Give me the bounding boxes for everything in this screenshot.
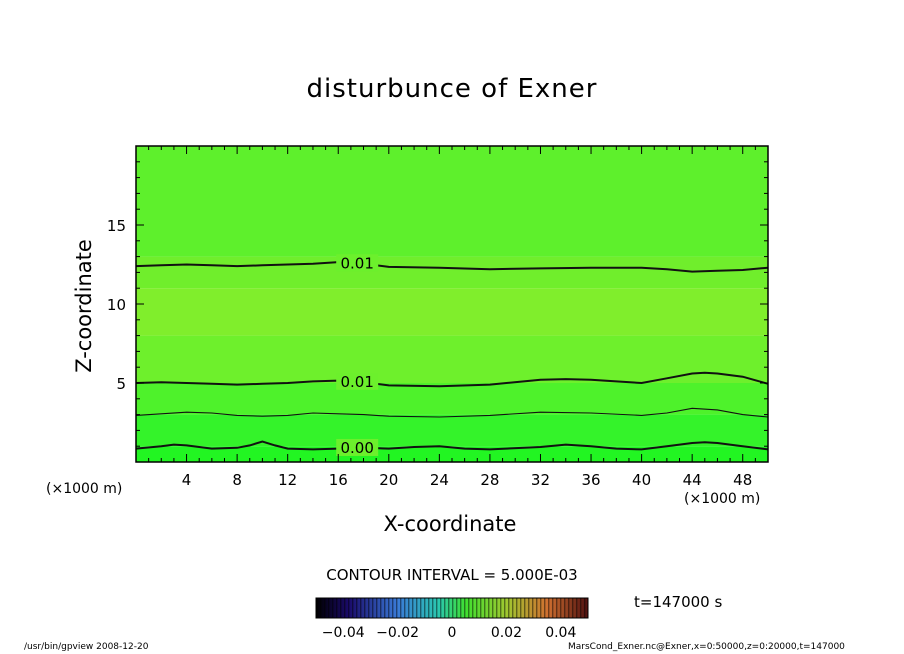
contour-line — [135, 261, 769, 273]
field-band — [136, 383, 768, 415]
colorbar-tick-label: −0.04 — [322, 625, 365, 641]
footer-source: MarsCond_Exner.nc@Exner,x=0:50000,z=0:20… — [568, 642, 845, 652]
contour-label: 0.01 — [340, 254, 373, 272]
x-tick-label: 12 — [278, 471, 297, 489]
field-band — [136, 256, 768, 289]
colorbar-frame — [315, 597, 589, 619]
contour-label: 0.00 — [340, 439, 373, 457]
contour-label: 0.01 — [340, 373, 373, 391]
field-band — [136, 288, 768, 336]
x-tick-label: 40 — [632, 471, 651, 489]
colorbar: −0.04 −0.02 0 0.02 0.04 — [315, 597, 589, 641]
contour-lines: 0.01 0.01 0.00 — [135, 254, 769, 457]
y-axis-label: Z-coordinate — [72, 239, 96, 373]
contour-line — [135, 440, 769, 451]
field-band — [136, 146, 768, 257]
contour-label-background — [336, 254, 379, 272]
colorbar-tick-label: 0.02 — [491, 625, 522, 641]
chart-title: disturbunce of Exner — [306, 74, 598, 104]
y-tick-label: 15 — [107, 217, 126, 235]
colorbar-tick-label: 0 — [448, 625, 457, 641]
x-tick-label: 20 — [379, 471, 398, 489]
field-band — [136, 446, 768, 462]
y-tick-label: 5 — [116, 375, 126, 393]
contour-interval-text: CONTOUR INTERVAL = 5.000E-03 — [326, 566, 578, 584]
contour-label-background — [336, 438, 379, 456]
contour-line — [135, 407, 769, 418]
field-band — [136, 335, 768, 383]
field-band — [136, 414, 768, 447]
colorbar-tick-label: −0.02 — [376, 625, 419, 641]
x-tick-label: 36 — [581, 471, 600, 489]
x-tick-label: 8 — [232, 471, 242, 489]
x-tick-label: 32 — [531, 471, 550, 489]
x-tick-label: 44 — [683, 471, 702, 489]
colorbar-tick-label: 0.04 — [545, 625, 576, 641]
footer-command: /usr/bin/gpview 2008-12-20 — [24, 642, 149, 652]
x-tick-label: 16 — [329, 471, 348, 489]
y-tick-label: 10 — [107, 296, 126, 314]
field-bands — [136, 146, 768, 462]
contour-line — [135, 371, 769, 388]
contour-label-background — [336, 372, 379, 390]
x-tick-label: 28 — [480, 471, 499, 489]
x-unit-label-right: (×1000 m) — [684, 491, 761, 507]
x-unit-label-left: (×1000 m) — [46, 481, 123, 497]
colorbar-stripes — [316, 598, 588, 618]
x-tick-label: 48 — [733, 471, 752, 489]
x-tick-label: 24 — [430, 471, 449, 489]
x-tick-label: 4 — [182, 471, 192, 489]
x-axis-label: X-coordinate — [383, 512, 517, 536]
time-label: t=147000 s — [634, 593, 723, 611]
